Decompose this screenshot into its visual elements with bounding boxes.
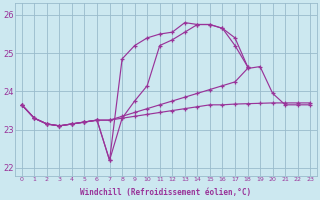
X-axis label: Windchill (Refroidissement éolien,°C): Windchill (Refroidissement éolien,°C)	[80, 188, 252, 197]
